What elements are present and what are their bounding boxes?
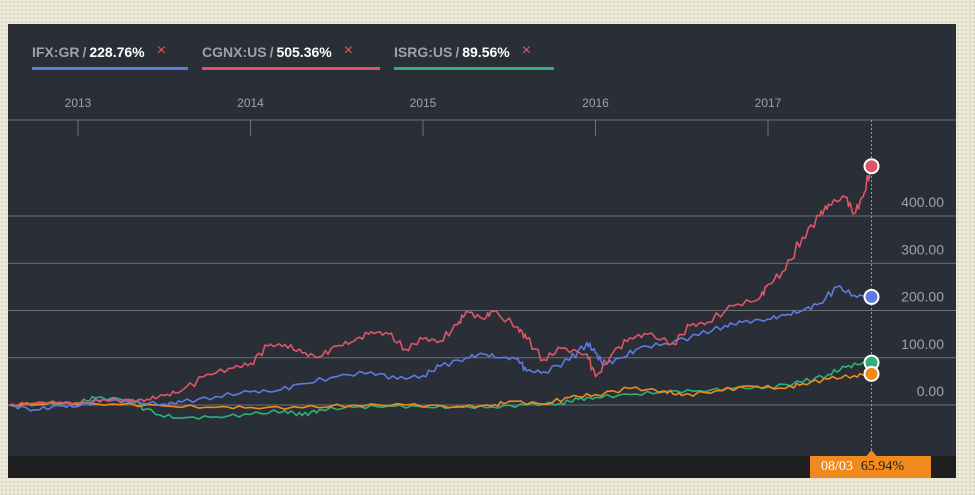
legend-underline (32, 67, 188, 70)
y-tick-label: 0.00 (917, 383, 944, 399)
legend-underline (202, 67, 380, 70)
series-line (8, 371, 872, 410)
series-end-marker (863, 365, 880, 382)
chart-plot[interactable]: 2013 2014 2015 2016 2017 400.00 300.00 200.00 10… (8, 24, 956, 478)
series-line (9, 166, 873, 407)
x-tick-label: 2017 (755, 96, 782, 110)
x-tick-label: 2015 (410, 96, 437, 110)
legend-series-name: CGNX:US (202, 44, 267, 60)
legend-series-value: 228.76% (89, 44, 145, 60)
timeline-strip (8, 456, 956, 478)
legend-separator: / (455, 44, 460, 60)
series-line (8, 285, 872, 412)
legend-series-name: ISRG:US (394, 44, 453, 60)
y-tick-label: 400.00 (901, 194, 944, 210)
crosshair-tooltip: 08/03 65.94% (810, 456, 931, 478)
legend-separator: / (269, 44, 274, 60)
legend-underline (394, 67, 554, 70)
close-icon[interactable]: × (343, 42, 354, 59)
legend-series-value: 505.36% (276, 44, 332, 60)
legend-separator: / (82, 44, 87, 60)
tooltip-value: 65.94% (860, 459, 905, 474)
legend-item-isrg[interactable]: ISRG:US / 89.56% × (394, 42, 554, 70)
y-tick-label: 300.00 (901, 241, 944, 257)
chart-panel: IFX:GR / 228.76% × CGNX:US / 505.36% × I… (8, 24, 956, 478)
x-tick-label: 2014 (237, 96, 264, 110)
close-icon[interactable]: × (521, 42, 532, 59)
y-tick-label: 200.00 (901, 289, 944, 305)
close-icon[interactable]: × (156, 42, 166, 59)
tooltip-date: 08/03 (821, 459, 853, 474)
legend-series-name: IFX:GR (32, 44, 80, 60)
series-end-marker (863, 158, 880, 175)
x-tick-label: 2013 (65, 96, 92, 110)
x-tick-label: 2016 (582, 96, 609, 110)
legend-series-value: 89.56% (462, 44, 510, 60)
series-end-marker (863, 288, 880, 305)
legend-item-cgnx[interactable]: CGNX:US / 505.36% × (202, 42, 380, 70)
crosshair-pointer (866, 450, 877, 456)
legend-item-ifx[interactable]: IFX:GR / 228.76% × (32, 42, 188, 70)
series-line (8, 360, 872, 420)
y-tick-label: 100.00 (901, 336, 944, 352)
